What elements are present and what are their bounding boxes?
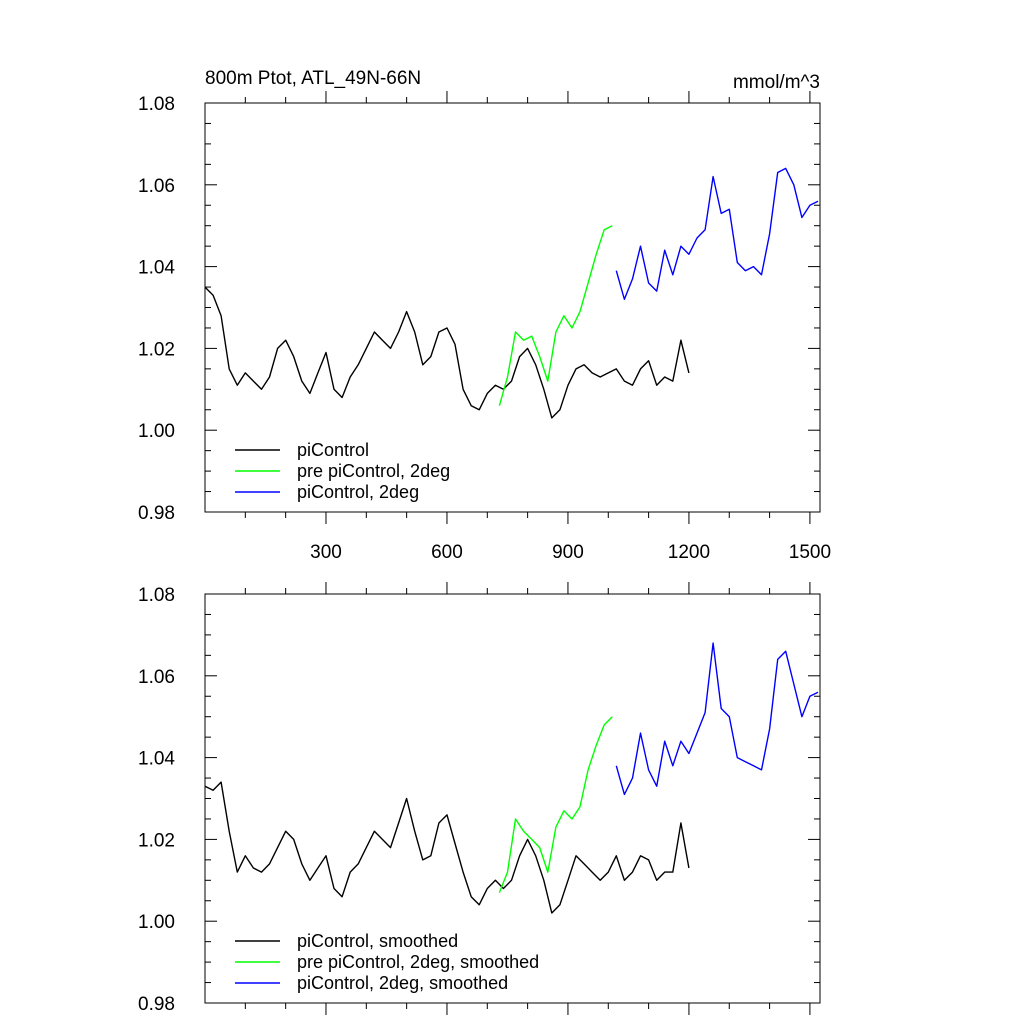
legend-label: piControl, smoothed: [297, 931, 458, 951]
y-tick-label: 1.04: [138, 749, 175, 770]
legend-label: piControl, 2deg, smoothed: [297, 973, 508, 993]
x-tick-label: 300: [310, 542, 342, 563]
x-tick-label: 600: [431, 542, 463, 563]
y-tick-label: 1.08: [138, 94, 175, 115]
y-tick-label: 1.00: [138, 421, 175, 442]
figure-title: 800m Ptot, ATL_49N-66N: [205, 68, 421, 89]
y-tick-label: 0.98: [138, 503, 175, 524]
y-tick-label: 0.98: [138, 994, 175, 1015]
series-line-pre-picontrol-2deg: [498, 225, 613, 406]
series-line-picontrol-2deg: [615, 167, 819, 300]
y-tick-label: 1.04: [138, 258, 175, 279]
legend-label: pre piControl, 2deg, smoothed: [297, 952, 539, 972]
y-tick-label: 1.02: [138, 830, 175, 851]
legend-label: pre piControl, 2deg: [297, 461, 450, 481]
bottom-chart-panel: 0.98 1.00 1.02 1.04 1.06 1.08 piControl, smoot…: [138, 582, 821, 1015]
legend-label: piControl: [297, 440, 369, 460]
series-line-picontrol: [204, 286, 690, 419]
legend-label: piControl, 2deg: [297, 482, 419, 502]
series-line-pre-picontrol-2deg-smoothed: [498, 716, 613, 893]
x-tick-label: 1500: [789, 542, 831, 563]
y-tick-label: 1.06: [138, 176, 175, 197]
x-tick-label: 900: [552, 542, 584, 563]
series-line-picontrol-2deg-smoothed: [615, 642, 819, 796]
y-tick-label: 1.06: [138, 667, 175, 688]
y-tick-label: 1.08: [138, 585, 175, 606]
y-tick-label: 1.00: [138, 912, 175, 933]
units-label: mmol/m^3: [733, 72, 820, 93]
y-tick-label: 1.02: [138, 339, 175, 360]
series-line-picontrol-smoothed: [204, 781, 690, 914]
top-chart-panel: 300 600 900 1200 1500 0.98 1.00 1.02 1.04 1.06 1.0…: [138, 91, 831, 563]
x-tick-label: 1200: [668, 542, 710, 563]
